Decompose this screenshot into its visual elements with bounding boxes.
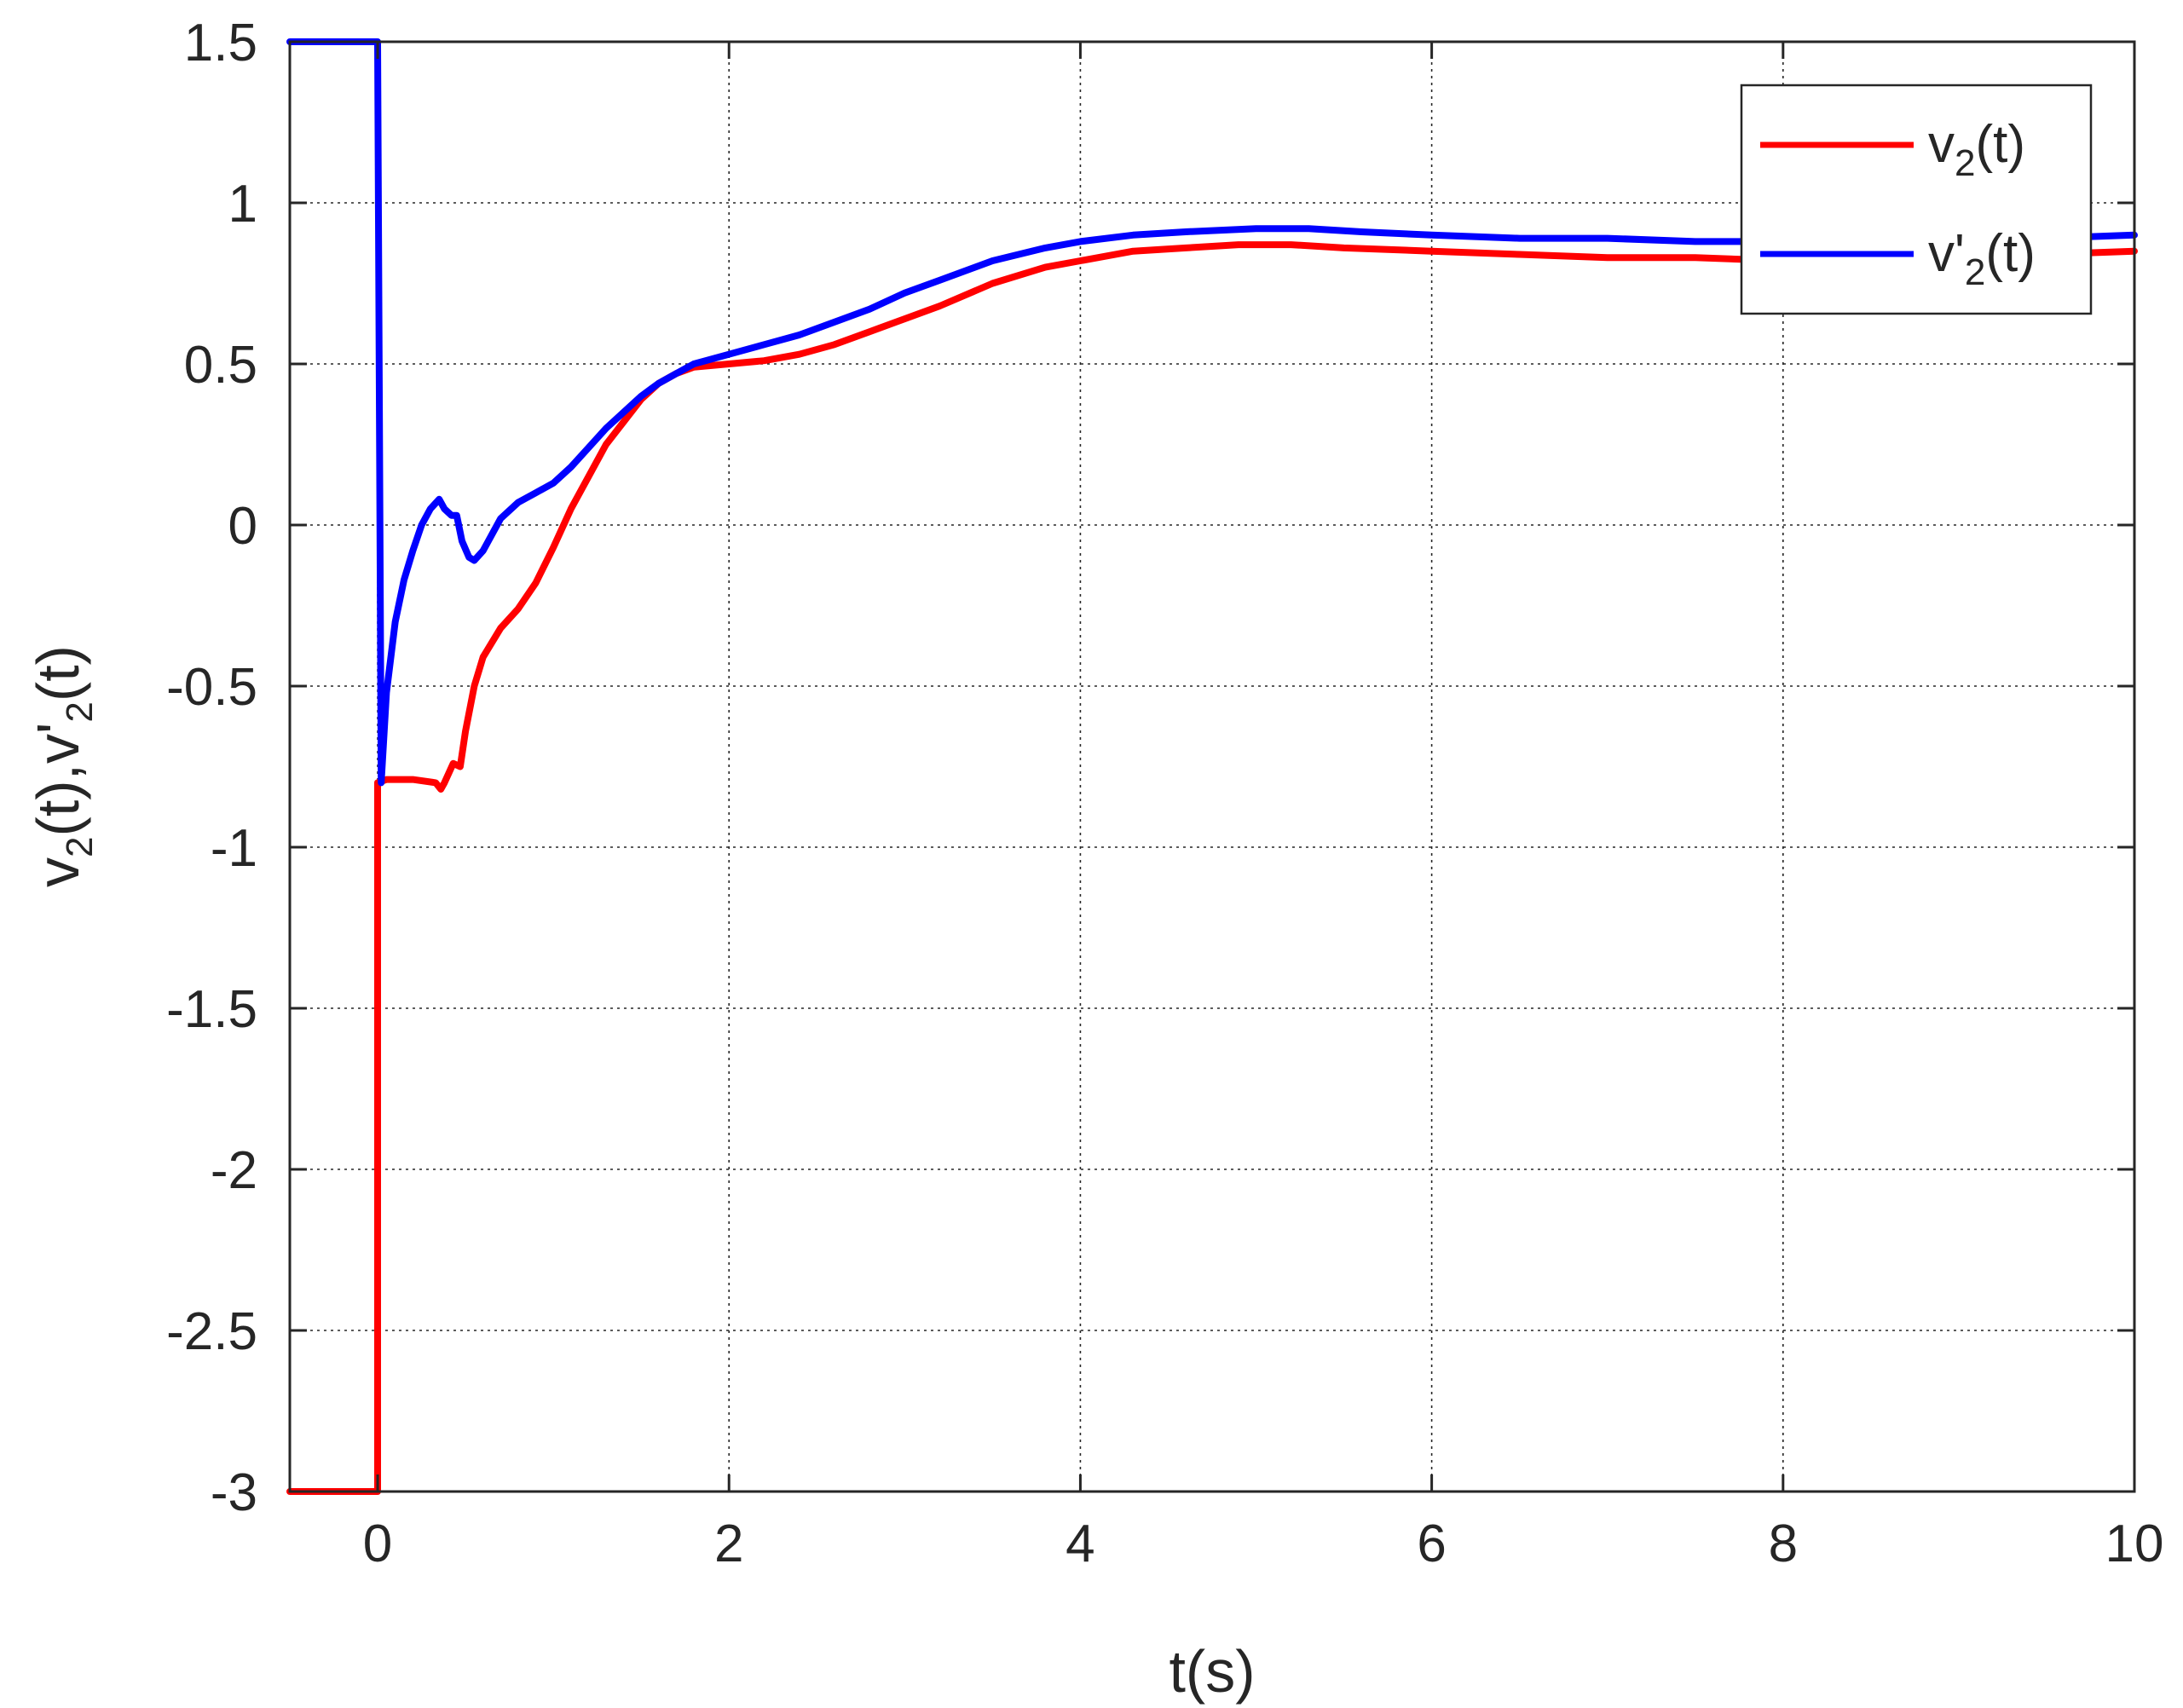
y-tick-label: -1 xyxy=(211,819,257,878)
plot-area-frame xyxy=(288,40,2136,1493)
legend-label-v2-prime: v'2(t) xyxy=(1928,224,2036,293)
y-tick-label: -0.5 xyxy=(166,658,257,717)
y-axis-ticks: -3 -2.5 -2 -1.5 -1 -0.5 0 0.5 1 1.5 xyxy=(166,14,2134,1522)
x-tick-label: 4 xyxy=(1066,1515,1094,1573)
x-tick-label: 8 xyxy=(1769,1515,1798,1573)
grid xyxy=(290,42,2134,1492)
y-tick-label: 0.5 xyxy=(184,336,257,395)
legend: v2(t) v'2(t) xyxy=(1740,84,2093,315)
y-tick-label: 1.5 xyxy=(184,14,257,72)
y-tick-label: -2.5 xyxy=(166,1302,257,1361)
x-tick-label: 10 xyxy=(2105,1515,2164,1573)
x-tick-label: 6 xyxy=(1417,1515,1446,1573)
x-tick-label: 2 xyxy=(714,1515,743,1573)
x-tick-label: 0 xyxy=(363,1515,392,1573)
y-tick-label: 0 xyxy=(228,497,257,556)
series-line-v2-prime xyxy=(286,38,2138,787)
y-axis-label: v2(t),v'2(t) xyxy=(25,645,101,887)
legend-label-v2: v2(t) xyxy=(1928,115,2025,184)
y-tick-label: -2 xyxy=(211,1141,257,1200)
y-tick-label: 1 xyxy=(228,175,257,234)
y-tick-label: -3 xyxy=(211,1463,257,1522)
x-axis-ticks: 0 2 4 6 8 10 xyxy=(363,42,2164,1573)
y-tick-label: -1.5 xyxy=(166,980,257,1039)
legend-box xyxy=(1740,84,2093,315)
x-axis-label: t(s) xyxy=(1169,1638,1255,1705)
series-lines xyxy=(286,38,2138,1495)
